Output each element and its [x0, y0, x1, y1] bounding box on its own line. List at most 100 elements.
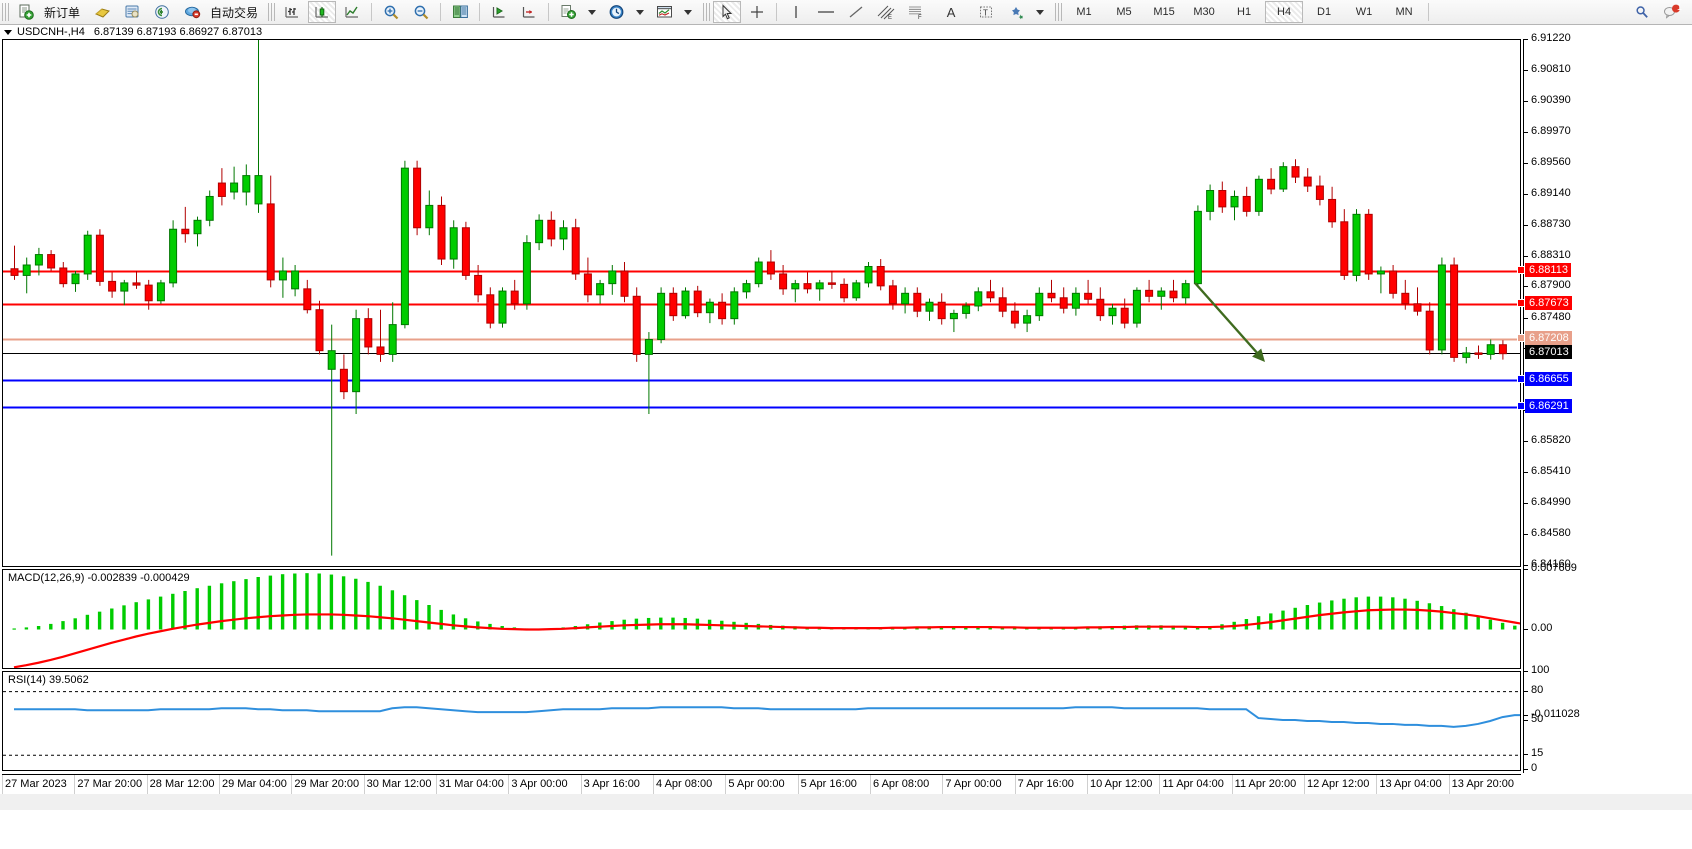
time-gridline [291, 775, 293, 795]
data-window-icon[interactable] [446, 1, 474, 23]
timeframe-m1[interactable]: M1 [1076, 6, 1092, 18]
bar-chart-icon[interactable] [88, 1, 116, 23]
price-tick: 6.84160 [1524, 558, 1571, 570]
period-icon[interactable] [602, 1, 630, 23]
rsi-plot [3, 691, 1520, 756]
time-gridline [2, 775, 3, 795]
navigator-icon[interactable] [148, 1, 176, 23]
price-candles [3, 40, 1520, 556]
timeframe-d1[interactable]: D1 [1317, 6, 1332, 18]
time-gridline [1014, 775, 1016, 795]
line-chart-type-icon[interactable] [338, 1, 366, 23]
time-gridline [1231, 775, 1233, 795]
timeframe-m30[interactable]: M30 [1193, 6, 1215, 18]
price-tick: 6.87480 [1524, 311, 1571, 323]
time-label: 5 Apr 00:00 [728, 778, 785, 790]
zoom-in-icon[interactable] [377, 1, 405, 23]
time-gridline [219, 775, 220, 795]
toolbar-grip[interactable] [2, 3, 9, 21]
time-gridline [725, 775, 727, 795]
resistance-1-handle[interactable] [1517, 266, 1525, 275]
entry-level-handle[interactable] [1517, 333, 1525, 342]
time-gridline [653, 775, 654, 795]
rsi-tick: 80 [1524, 684, 1543, 696]
zoom-out-icon[interactable] [407, 1, 435, 23]
macd-tick: 0.00 [1524, 622, 1552, 634]
vline-icon[interactable] [782, 1, 810, 23]
price-tick: 6.87900 [1524, 279, 1571, 291]
hline-icon[interactable] [812, 1, 840, 23]
svg-text:F: F [918, 15, 922, 20]
new-order-icon[interactable] [12, 1, 40, 23]
rsi-label: RSI(14) 39.5062 [8, 674, 89, 686]
main-toolbar: 新订单 [0, 0, 1692, 25]
equidistant-channel-icon[interactable]: E [872, 1, 900, 23]
time-label: 4 Apr 08:00 [656, 778, 713, 790]
trendline-icon[interactable] [842, 1, 870, 23]
resistance-2-tag[interactable]: 6.87673 [1525, 296, 1572, 311]
search-icon[interactable] [1628, 1, 1656, 23]
notification-count: 1 [1676, 2, 1682, 12]
time-gridline [1304, 775, 1305, 795]
last-price-tag[interactable]: 6.87013 [1525, 345, 1572, 360]
chevron-down-icon-2[interactable] [632, 1, 648, 23]
rsi-tick: 15 [1524, 747, 1543, 759]
support-2-handle[interactable] [1517, 402, 1525, 411]
text-icon[interactable]: A [946, 4, 956, 20]
label-icon[interactable]: T [972, 1, 1000, 23]
support-2-tag[interactable]: 6.86291 [1525, 399, 1572, 414]
bar-chart-type-icon[interactable] [278, 1, 306, 23]
macd-pane[interactable] [2, 569, 1521, 669]
auto-trading-icon[interactable] [178, 1, 206, 23]
support-1-tag[interactable]: 6.86655 [1525, 372, 1572, 387]
fibonacci-icon[interactable]: F [902, 1, 930, 23]
time-gridline [942, 775, 944, 795]
time-gridline [1376, 775, 1378, 795]
time-label: 31 Mar 04:00 [439, 778, 504, 790]
toolbar-separator [371, 3, 373, 21]
cursor-icon[interactable] [713, 1, 742, 23]
time-gridline [580, 775, 582, 795]
entry-level-tag[interactable]: 6.87208 [1525, 330, 1572, 345]
timeframe-mn[interactable]: MN [1395, 6, 1413, 18]
time-gridline [436, 775, 437, 795]
resistance-2-handle[interactable] [1517, 299, 1525, 308]
new-order-label[interactable]: 新订单 [44, 5, 81, 20]
time-label: 13 Apr 04:00 [1379, 778, 1442, 790]
resistance-1-tag[interactable]: 6.88113 [1525, 263, 1571, 278]
time-label: 7 Apr 00:00 [945, 778, 1002, 790]
templates-icon[interactable] [650, 1, 678, 23]
chevron-down-icon[interactable] [584, 1, 600, 23]
toolbar-grip-4[interactable] [1055, 3, 1063, 21]
auto-trading-label[interactable]: 自动交易 [210, 5, 259, 20]
chevron-down-icon-3[interactable] [680, 1, 696, 23]
timeframe-h1[interactable]: H1 [1237, 6, 1252, 18]
autoscroll-icon[interactable] [485, 1, 513, 23]
chart-menu-icon[interactable] [4, 29, 12, 35]
price-pane[interactable] [2, 39, 1521, 567]
toolbar-grip-2[interactable] [268, 3, 276, 21]
time-label: 11 Apr 20:00 [1234, 778, 1297, 790]
timeframe-m5[interactable]: M5 [1116, 6, 1132, 18]
market-watch-icon[interactable] [118, 1, 146, 23]
time-label: 11 Apr 04:00 [1162, 778, 1224, 790]
time-gridline [870, 775, 871, 795]
notification-icon[interactable]: 1 [1658, 1, 1686, 23]
crosshair-icon[interactable] [743, 1, 771, 23]
timeframe-w1[interactable]: W1 [1355, 6, 1373, 18]
chart-shift-icon[interactable] [515, 1, 543, 23]
chevron-down-icon-4[interactable] [1032, 1, 1048, 23]
price-tick: 6.85410 [1524, 465, 1571, 477]
chart-area[interactable]: MACD(12,26,9) -0.002839 -0.000429 RSI(14… [0, 32, 1692, 849]
candlestick-type-icon[interactable] [308, 1, 337, 23]
rsi-tick: 0 [1524, 762, 1537, 774]
indicators-icon[interactable] [554, 1, 582, 23]
shapes-icon[interactable] [1002, 1, 1030, 23]
rsi-pane[interactable] [2, 671, 1521, 771]
price-scale[interactable]: 6.91220 6.90810 6.90390 6.89970 6.89560 6.891… [1517, 32, 1692, 774]
timeframe-m15[interactable]: M15 [1153, 6, 1175, 18]
support-1-handle[interactable] [1517, 375, 1525, 384]
toolbar-grip-3[interactable] [703, 3, 711, 21]
toolbar-separator-6 [1428, 3, 1430, 21]
timeframe-h4[interactable]: H4 [1265, 1, 1304, 23]
